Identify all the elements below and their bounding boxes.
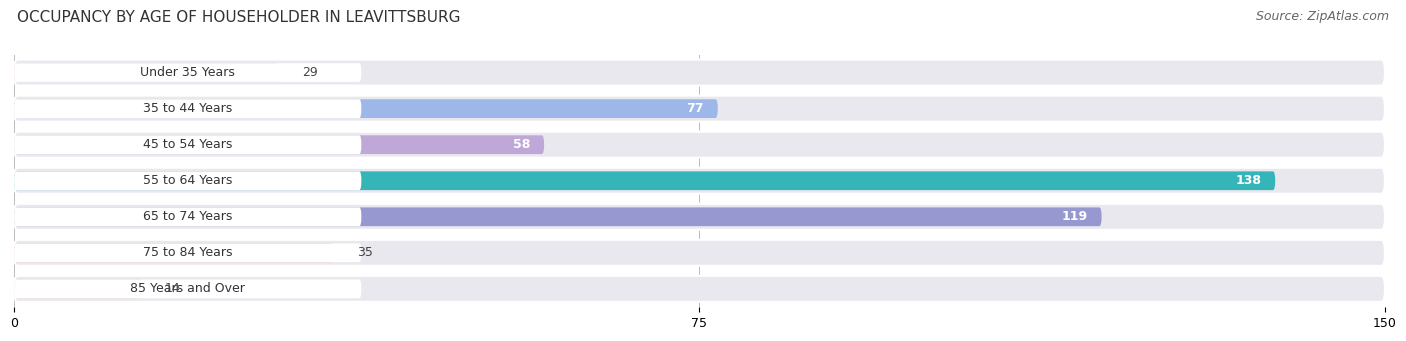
Text: Under 35 Years: Under 35 Years — [141, 66, 235, 79]
FancyBboxPatch shape — [14, 99, 718, 118]
Text: 14: 14 — [165, 282, 180, 295]
FancyBboxPatch shape — [14, 243, 335, 262]
FancyBboxPatch shape — [14, 276, 1385, 302]
Text: 65 to 74 Years: 65 to 74 Years — [143, 210, 232, 223]
Text: Source: ZipAtlas.com: Source: ZipAtlas.com — [1256, 10, 1389, 23]
FancyBboxPatch shape — [14, 135, 361, 154]
FancyBboxPatch shape — [14, 168, 1385, 194]
Text: 35 to 44 Years: 35 to 44 Years — [143, 102, 232, 115]
FancyBboxPatch shape — [14, 280, 142, 298]
FancyBboxPatch shape — [14, 132, 1385, 158]
FancyBboxPatch shape — [14, 207, 1102, 226]
FancyBboxPatch shape — [14, 204, 1385, 230]
FancyBboxPatch shape — [14, 280, 361, 298]
FancyBboxPatch shape — [14, 172, 361, 190]
Text: 75 to 84 Years: 75 to 84 Years — [143, 246, 232, 259]
Text: 29: 29 — [302, 66, 318, 79]
Text: 85 Years and Over: 85 Years and Over — [131, 282, 245, 295]
FancyBboxPatch shape — [14, 243, 361, 262]
Text: OCCUPANCY BY AGE OF HOUSEHOLDER IN LEAVITTSBURG: OCCUPANCY BY AGE OF HOUSEHOLDER IN LEAVI… — [17, 10, 460, 25]
Text: 35: 35 — [357, 246, 373, 259]
Text: 58: 58 — [513, 138, 530, 151]
FancyBboxPatch shape — [14, 135, 544, 154]
Text: 45 to 54 Years: 45 to 54 Years — [143, 138, 232, 151]
FancyBboxPatch shape — [14, 207, 361, 226]
Text: 77: 77 — [686, 102, 704, 115]
Text: 55 to 64 Years: 55 to 64 Years — [143, 174, 232, 187]
Text: 138: 138 — [1236, 174, 1261, 187]
FancyBboxPatch shape — [14, 99, 361, 118]
FancyBboxPatch shape — [14, 63, 361, 82]
FancyBboxPatch shape — [14, 63, 278, 82]
FancyBboxPatch shape — [14, 172, 1275, 190]
FancyBboxPatch shape — [14, 96, 1385, 122]
Text: 119: 119 — [1062, 210, 1088, 223]
FancyBboxPatch shape — [14, 240, 1385, 266]
FancyBboxPatch shape — [14, 60, 1385, 86]
